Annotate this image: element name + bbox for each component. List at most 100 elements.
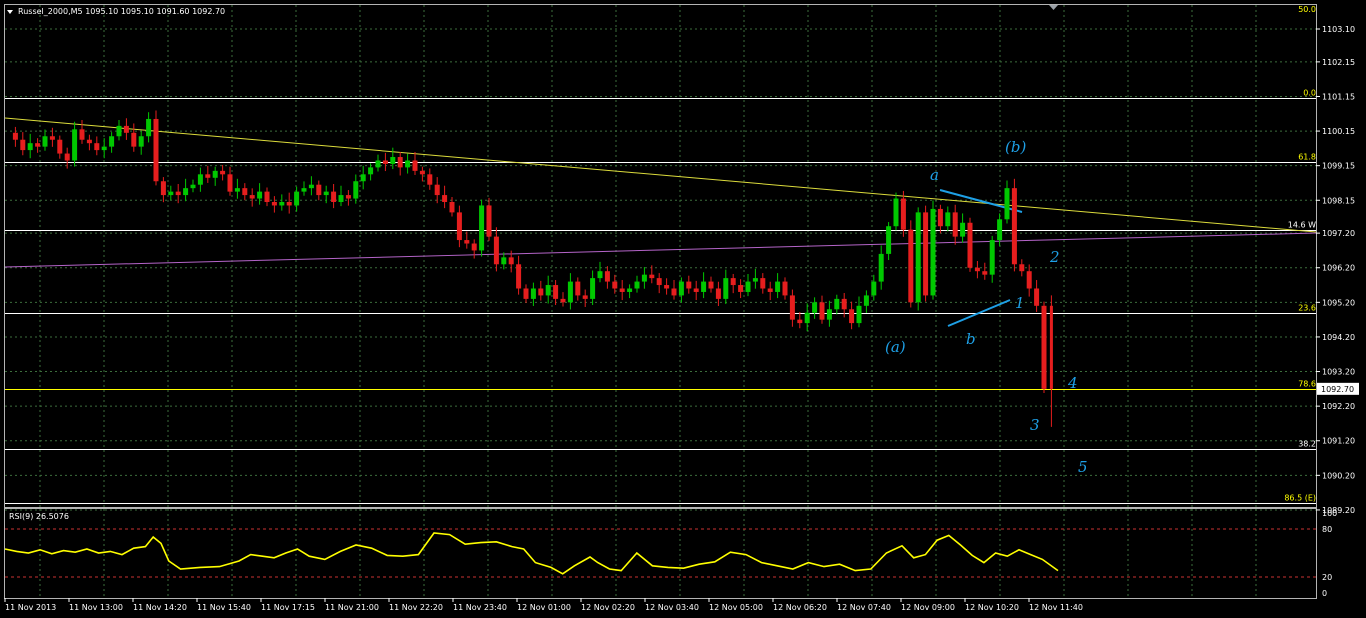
time-tick-label: 12 Nov 11:40 bbox=[1029, 603, 1083, 612]
candle-body bbox=[856, 305, 862, 324]
candle-body bbox=[974, 267, 980, 272]
time-tick-label: 12 Nov 03:40 bbox=[645, 603, 699, 612]
candle-body bbox=[797, 319, 803, 324]
candle-body bbox=[516, 264, 522, 289]
chart-grid bbox=[5, 5, 1316, 598]
price-tick-label: 1091.20 bbox=[1322, 437, 1355, 446]
candle-body bbox=[982, 271, 988, 275]
candle-body bbox=[116, 125, 122, 137]
candle-body bbox=[945, 212, 951, 227]
candle-body bbox=[619, 288, 625, 292]
candle-body bbox=[664, 285, 670, 289]
time-tick-label: 12 Nov 10:20 bbox=[965, 603, 1019, 612]
candle-body bbox=[331, 191, 337, 202]
candle-body bbox=[205, 174, 211, 178]
candle-body bbox=[434, 184, 440, 196]
moving-average-line bbox=[4, 232, 1317, 268]
price-axis: 1103.10 1102.15 1101.15 1100.15 1099.15 1098.… bbox=[1316, 25, 1359, 515]
candle-body bbox=[308, 184, 314, 189]
candle-body bbox=[819, 302, 825, 320]
candle-body bbox=[212, 170, 218, 178]
symbol-menu-triangle-icon[interactable] bbox=[7, 10, 13, 14]
time-tick-label: 12 Nov 07:40 bbox=[837, 603, 891, 612]
fib-level-label: 61.8 bbox=[1298, 153, 1316, 162]
candle-body bbox=[826, 309, 832, 320]
candle-body bbox=[316, 184, 322, 196]
candle-body bbox=[242, 188, 248, 196]
rsi-axis-label: 20 bbox=[1322, 573, 1332, 582]
price-tick-label: 1095.20 bbox=[1322, 298, 1355, 307]
candle-body bbox=[405, 160, 411, 168]
candle-body bbox=[72, 129, 78, 161]
candle-body bbox=[1041, 305, 1047, 389]
rsi-label: RSI(9) 26.5076 bbox=[9, 512, 69, 521]
candle-body bbox=[353, 181, 359, 199]
shift-marker-icon[interactable] bbox=[1049, 5, 1058, 10]
wave-label: (a) bbox=[885, 338, 906, 356]
time-tick-label: 11 Nov 23:40 bbox=[453, 603, 507, 612]
candle-body bbox=[486, 205, 492, 237]
candle-body bbox=[257, 191, 263, 199]
candle-body bbox=[538, 288, 544, 296]
candle-body bbox=[730, 278, 736, 286]
price-tick-label: 1094.20 bbox=[1322, 333, 1355, 342]
candle-body bbox=[812, 302, 818, 313]
price-tick-label: 1097.20 bbox=[1322, 229, 1355, 238]
candle-body bbox=[767, 288, 773, 292]
candle-body bbox=[271, 202, 277, 206]
candle-body bbox=[42, 136, 48, 147]
fib-level-label: 23.6 bbox=[1298, 304, 1316, 313]
wave-label: a bbox=[930, 166, 939, 184]
candle-body bbox=[604, 271, 610, 282]
candle-body bbox=[20, 139, 26, 151]
candle-body bbox=[723, 278, 729, 299]
candle-body bbox=[715, 288, 721, 299]
candle-body bbox=[64, 153, 70, 161]
candle-body bbox=[612, 281, 618, 289]
fib-level-label: 14.6 W bbox=[1288, 221, 1316, 230]
candle-body bbox=[886, 226, 892, 254]
candle-body bbox=[760, 278, 766, 289]
time-tick-label: 11 Nov 15:40 bbox=[197, 603, 251, 612]
candle-body bbox=[101, 146, 107, 151]
candle-body bbox=[745, 281, 751, 292]
candle-body bbox=[419, 170, 425, 175]
candle-body bbox=[493, 236, 499, 265]
wave-label: 1 bbox=[1015, 294, 1025, 312]
fib-level-label: 38.2 bbox=[1298, 440, 1316, 449]
candle-body bbox=[1011, 188, 1017, 265]
time-tick-label: 11 Nov 17:15 bbox=[261, 603, 315, 612]
current-price-label: 1092.70 bbox=[1321, 385, 1354, 394]
time-tick-label: 11 Nov 14:20 bbox=[133, 603, 187, 612]
candle-body bbox=[1026, 271, 1032, 289]
fib-level-label: 86.5 (E) bbox=[1284, 494, 1316, 503]
candle-body bbox=[138, 136, 144, 147]
time-tick-label: 12 Nov 01:00 bbox=[517, 603, 571, 612]
candle-body bbox=[545, 285, 551, 296]
time-tick-label: 11 Nov 22:20 bbox=[389, 603, 443, 612]
time-tick-label: 12 Nov 02:20 bbox=[581, 603, 635, 612]
candle-body bbox=[960, 222, 966, 237]
rsi-axis-label: 100 bbox=[1322, 509, 1337, 518]
candle-body bbox=[738, 285, 744, 292]
candle-body bbox=[464, 240, 470, 244]
candle-body bbox=[701, 281, 707, 292]
candle-body bbox=[1019, 264, 1025, 272]
price-tick-label: 1102.15 bbox=[1322, 58, 1355, 67]
candle-body bbox=[197, 174, 203, 185]
candle-body bbox=[560, 298, 566, 303]
candle-body bbox=[952, 212, 958, 237]
candle-body bbox=[27, 143, 33, 151]
candle-body bbox=[627, 288, 633, 292]
candle-body bbox=[1034, 288, 1040, 306]
rsi-axis-label: 80 bbox=[1322, 525, 1332, 534]
wave-label: 2 bbox=[1049, 248, 1060, 266]
fib-level-label: 78.6 bbox=[1298, 380, 1316, 389]
descending-trendline bbox=[4, 117, 1317, 233]
candle-body bbox=[183, 188, 189, 196]
candle-body bbox=[782, 281, 788, 296]
time-tick-label: 12 Nov 06:20 bbox=[773, 603, 827, 612]
candle-body bbox=[834, 298, 840, 310]
wave-label: 3 bbox=[1030, 416, 1040, 434]
